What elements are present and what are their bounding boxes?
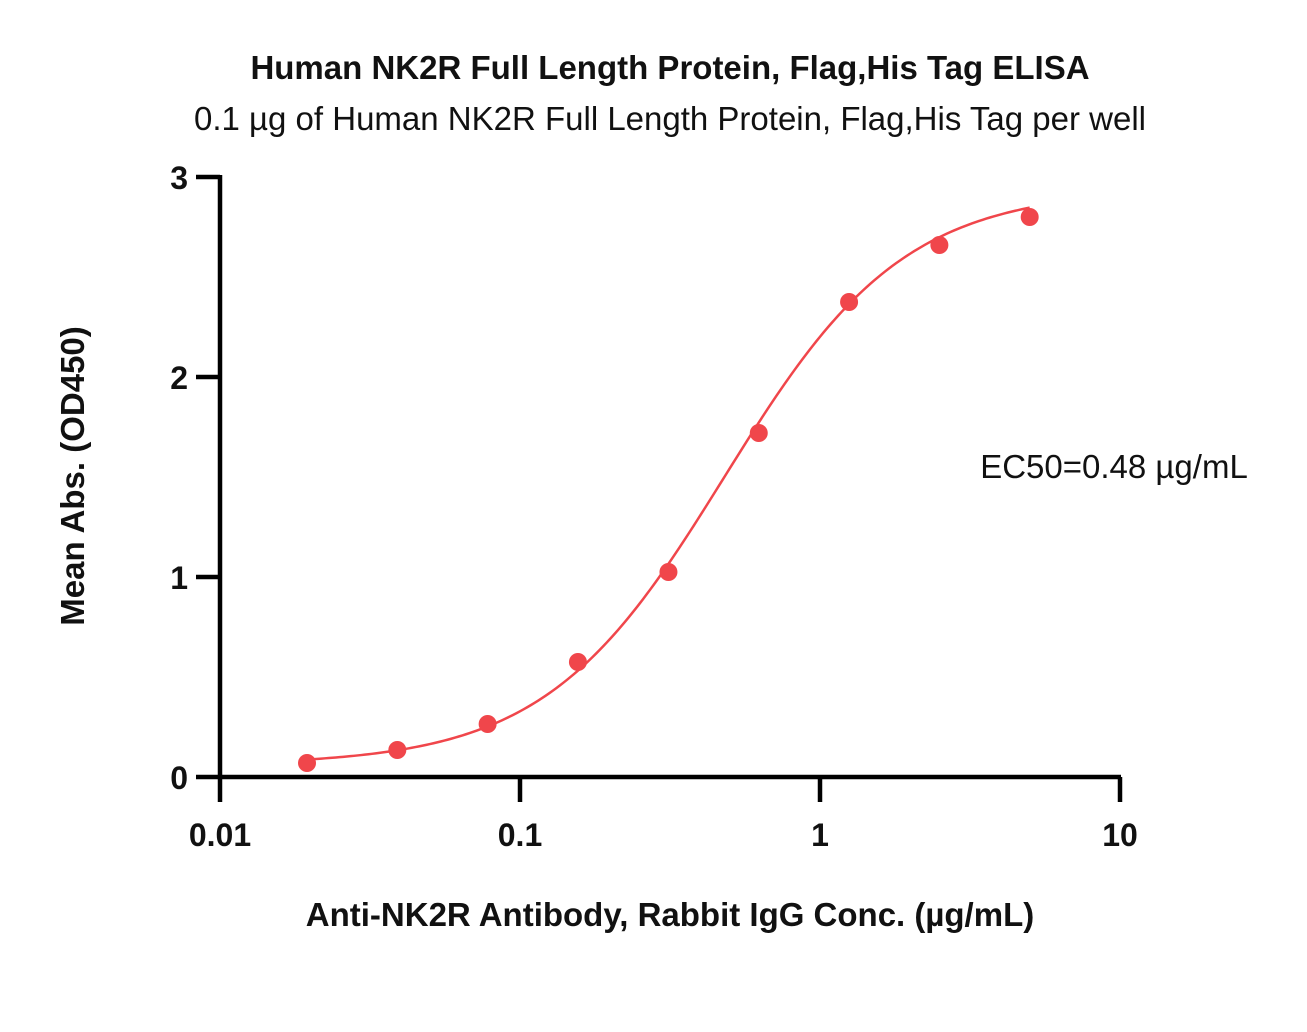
chart-title: Human NK2R Full Length Protein, Flag,His…: [250, 49, 1089, 86]
fit-curve: [306, 206, 1030, 761]
data-point: [749, 424, 768, 442]
data-point: [840, 293, 859, 311]
chart-subtitle: 0.1 µg of Human NK2R Full Length Protein…: [194, 100, 1146, 137]
data-point: [388, 741, 407, 759]
data-points-layer: [298, 208, 1039, 772]
data-point: [659, 563, 678, 581]
y-tick-label: 2: [170, 360, 188, 396]
x-axis-label: Anti-NK2R Antibody, Rabbit IgG Conc. (µg…: [306, 896, 1034, 933]
x-ticks: 0.01 0.1 1 10: [189, 777, 1138, 853]
fit-curve-layer: [306, 206, 1030, 761]
axes: [217, 175, 1121, 780]
x-tick-label: 1: [811, 817, 829, 853]
data-point: [1020, 208, 1039, 226]
y-tick-label: 0: [170, 760, 188, 796]
y-tick-label: 1: [170, 560, 188, 596]
y-ticks: 0 1 2 3: [170, 160, 220, 796]
x-tick-label: 10: [1102, 817, 1138, 853]
x-tick-label: 0.01: [189, 817, 251, 853]
y-axis-label: Mean Abs. (OD450): [54, 326, 91, 626]
ec50-annotation: EC50=0.48 µg/mL: [980, 448, 1248, 485]
data-point: [930, 236, 949, 254]
data-point: [298, 754, 317, 772]
data-point: [568, 653, 587, 671]
data-point: [478, 715, 497, 733]
x-tick-label: 0.1: [498, 817, 542, 853]
y-tick-label: 3: [170, 160, 188, 196]
